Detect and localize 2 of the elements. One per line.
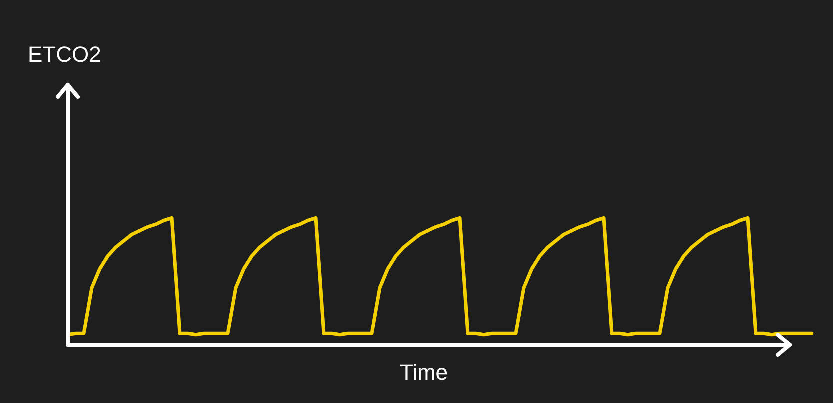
text: ETCO2	[28, 42, 102, 67]
x-axis-title: Time	[400, 360, 448, 385]
